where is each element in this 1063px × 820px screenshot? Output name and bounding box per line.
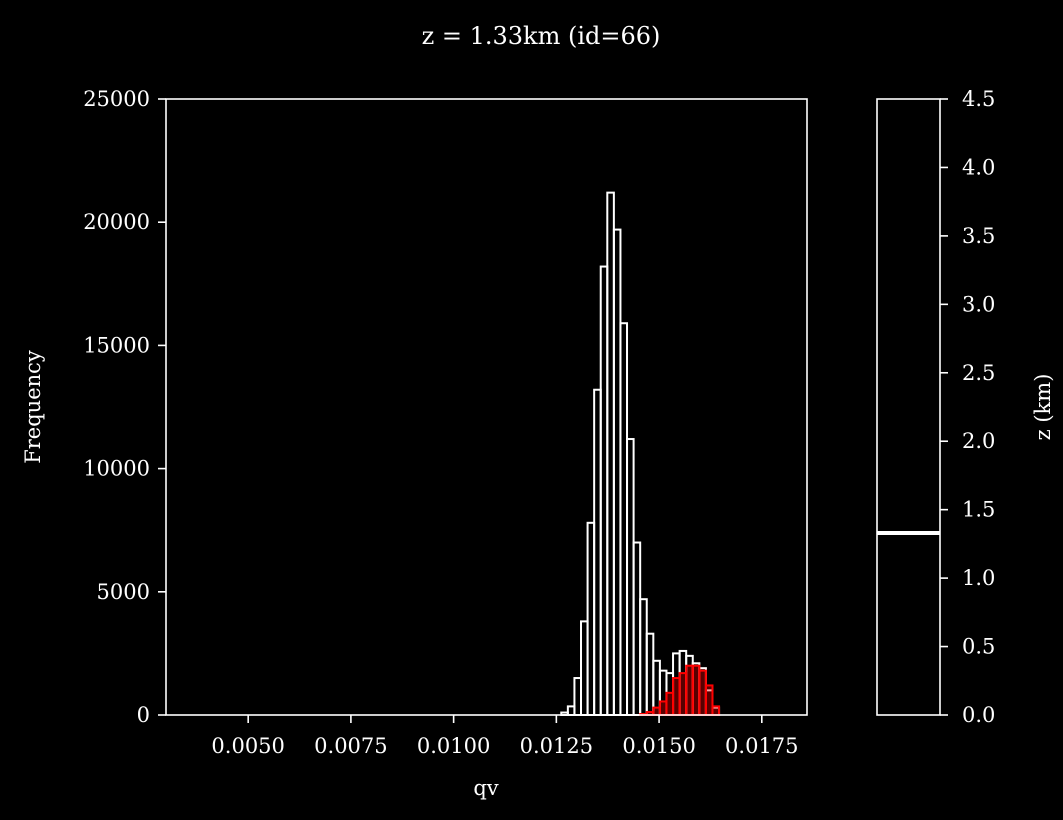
x-tick-label: 0.0175 (725, 734, 798, 758)
chart-title: z = 1.33km (id=66) (422, 22, 661, 50)
colorbar-tick-label: 0.0 (962, 703, 995, 727)
colorbar-tick-label: 1.5 (962, 498, 995, 522)
histogram-panel: 0.0050 0.0075 0.0100 0.0125 0.0150 0.0175 0 50… (21, 87, 808, 800)
x-tick-label: 0.0150 (622, 734, 695, 758)
y-axis-label: Frequency (21, 350, 45, 464)
colorbar-tick-label: 2.5 (962, 361, 995, 385)
x-tick-label: 0.0050 (211, 734, 284, 758)
y-axis-ticks: 0 5000 10000 15000 20000 25000 (83, 87, 166, 727)
x-tick-label: 0.0075 (314, 734, 387, 758)
x-axis-ticks: 0.0050 0.0075 0.0100 0.0125 0.0150 0.0175 (211, 715, 799, 758)
x-axis-label: qv (473, 776, 498, 800)
height-colorbar: 0.0 0.5 1.0 1.5 2.0 2.5 3.0 3.5 4.0 4.5 z (km) (876, 87, 1055, 727)
colorbar-tick-label: 0.5 (962, 635, 995, 659)
y-tick-label: 25000 (83, 87, 150, 111)
colorbar-area (877, 99, 940, 715)
colorbar-tick-label: 4.5 (962, 87, 995, 111)
colorbar-tick-label: 3.5 (962, 224, 995, 248)
colorbar-tick-label: 1.0 (962, 566, 995, 590)
colorbar-tick-label: 3.0 (962, 292, 995, 316)
y-tick-label: 5000 (97, 580, 150, 604)
y-tick-label: 20000 (83, 210, 150, 234)
colorbar-tick-label: 4.0 (962, 155, 995, 179)
y-tick-label: 0 (137, 703, 150, 727)
y-tick-label: 10000 (83, 457, 150, 481)
plot-frame (165, 98, 808, 716)
x-tick-label: 0.0100 (417, 734, 490, 758)
plot-area (166, 99, 807, 715)
x-tick-label: 0.0125 (520, 734, 593, 758)
colorbar-ticks: 0.0 0.5 1.0 1.5 2.0 2.5 3.0 3.5 4.0 4.5 (940, 87, 995, 727)
colorbar-frame (876, 98, 941, 716)
y-tick-label: 15000 (83, 333, 150, 357)
histogram-bar (711, 705, 721, 717)
colorbar-tick-label: 2.0 (962, 429, 995, 453)
colorbar-label: z (km) (1031, 374, 1055, 441)
